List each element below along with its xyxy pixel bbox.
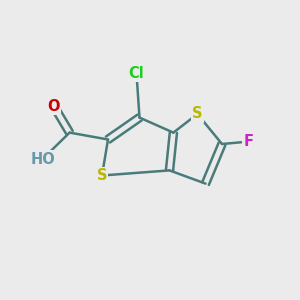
- Text: O: O: [48, 99, 60, 114]
- Text: F: F: [243, 134, 254, 149]
- Text: S: S: [97, 168, 107, 183]
- Text: Cl: Cl: [129, 66, 144, 81]
- Text: S: S: [192, 106, 203, 122]
- Text: HO: HO: [30, 152, 55, 166]
